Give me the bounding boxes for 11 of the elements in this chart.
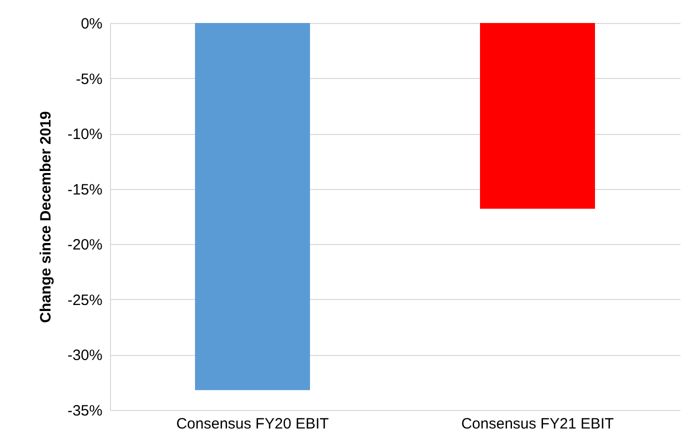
y-tick-label: -25%: [67, 292, 102, 309]
y-tick-label: -30%: [67, 347, 102, 364]
y-tick-label: -35%: [67, 402, 102, 420]
y-tick-label: -15%: [67, 181, 102, 198]
x-tick-label: Consensus FY21 EBIT: [461, 416, 614, 432]
y-tick-label: -20%: [67, 236, 102, 254]
x-tick-label: Consensus FY20 EBIT: [176, 416, 329, 432]
y-tick-label: 0%: [80, 16, 102, 32]
y-tick-label: -10%: [67, 126, 102, 144]
y-tick-label: -5%: [76, 70, 102, 88]
y-axis-title: Change since December 2019: [37, 111, 54, 323]
